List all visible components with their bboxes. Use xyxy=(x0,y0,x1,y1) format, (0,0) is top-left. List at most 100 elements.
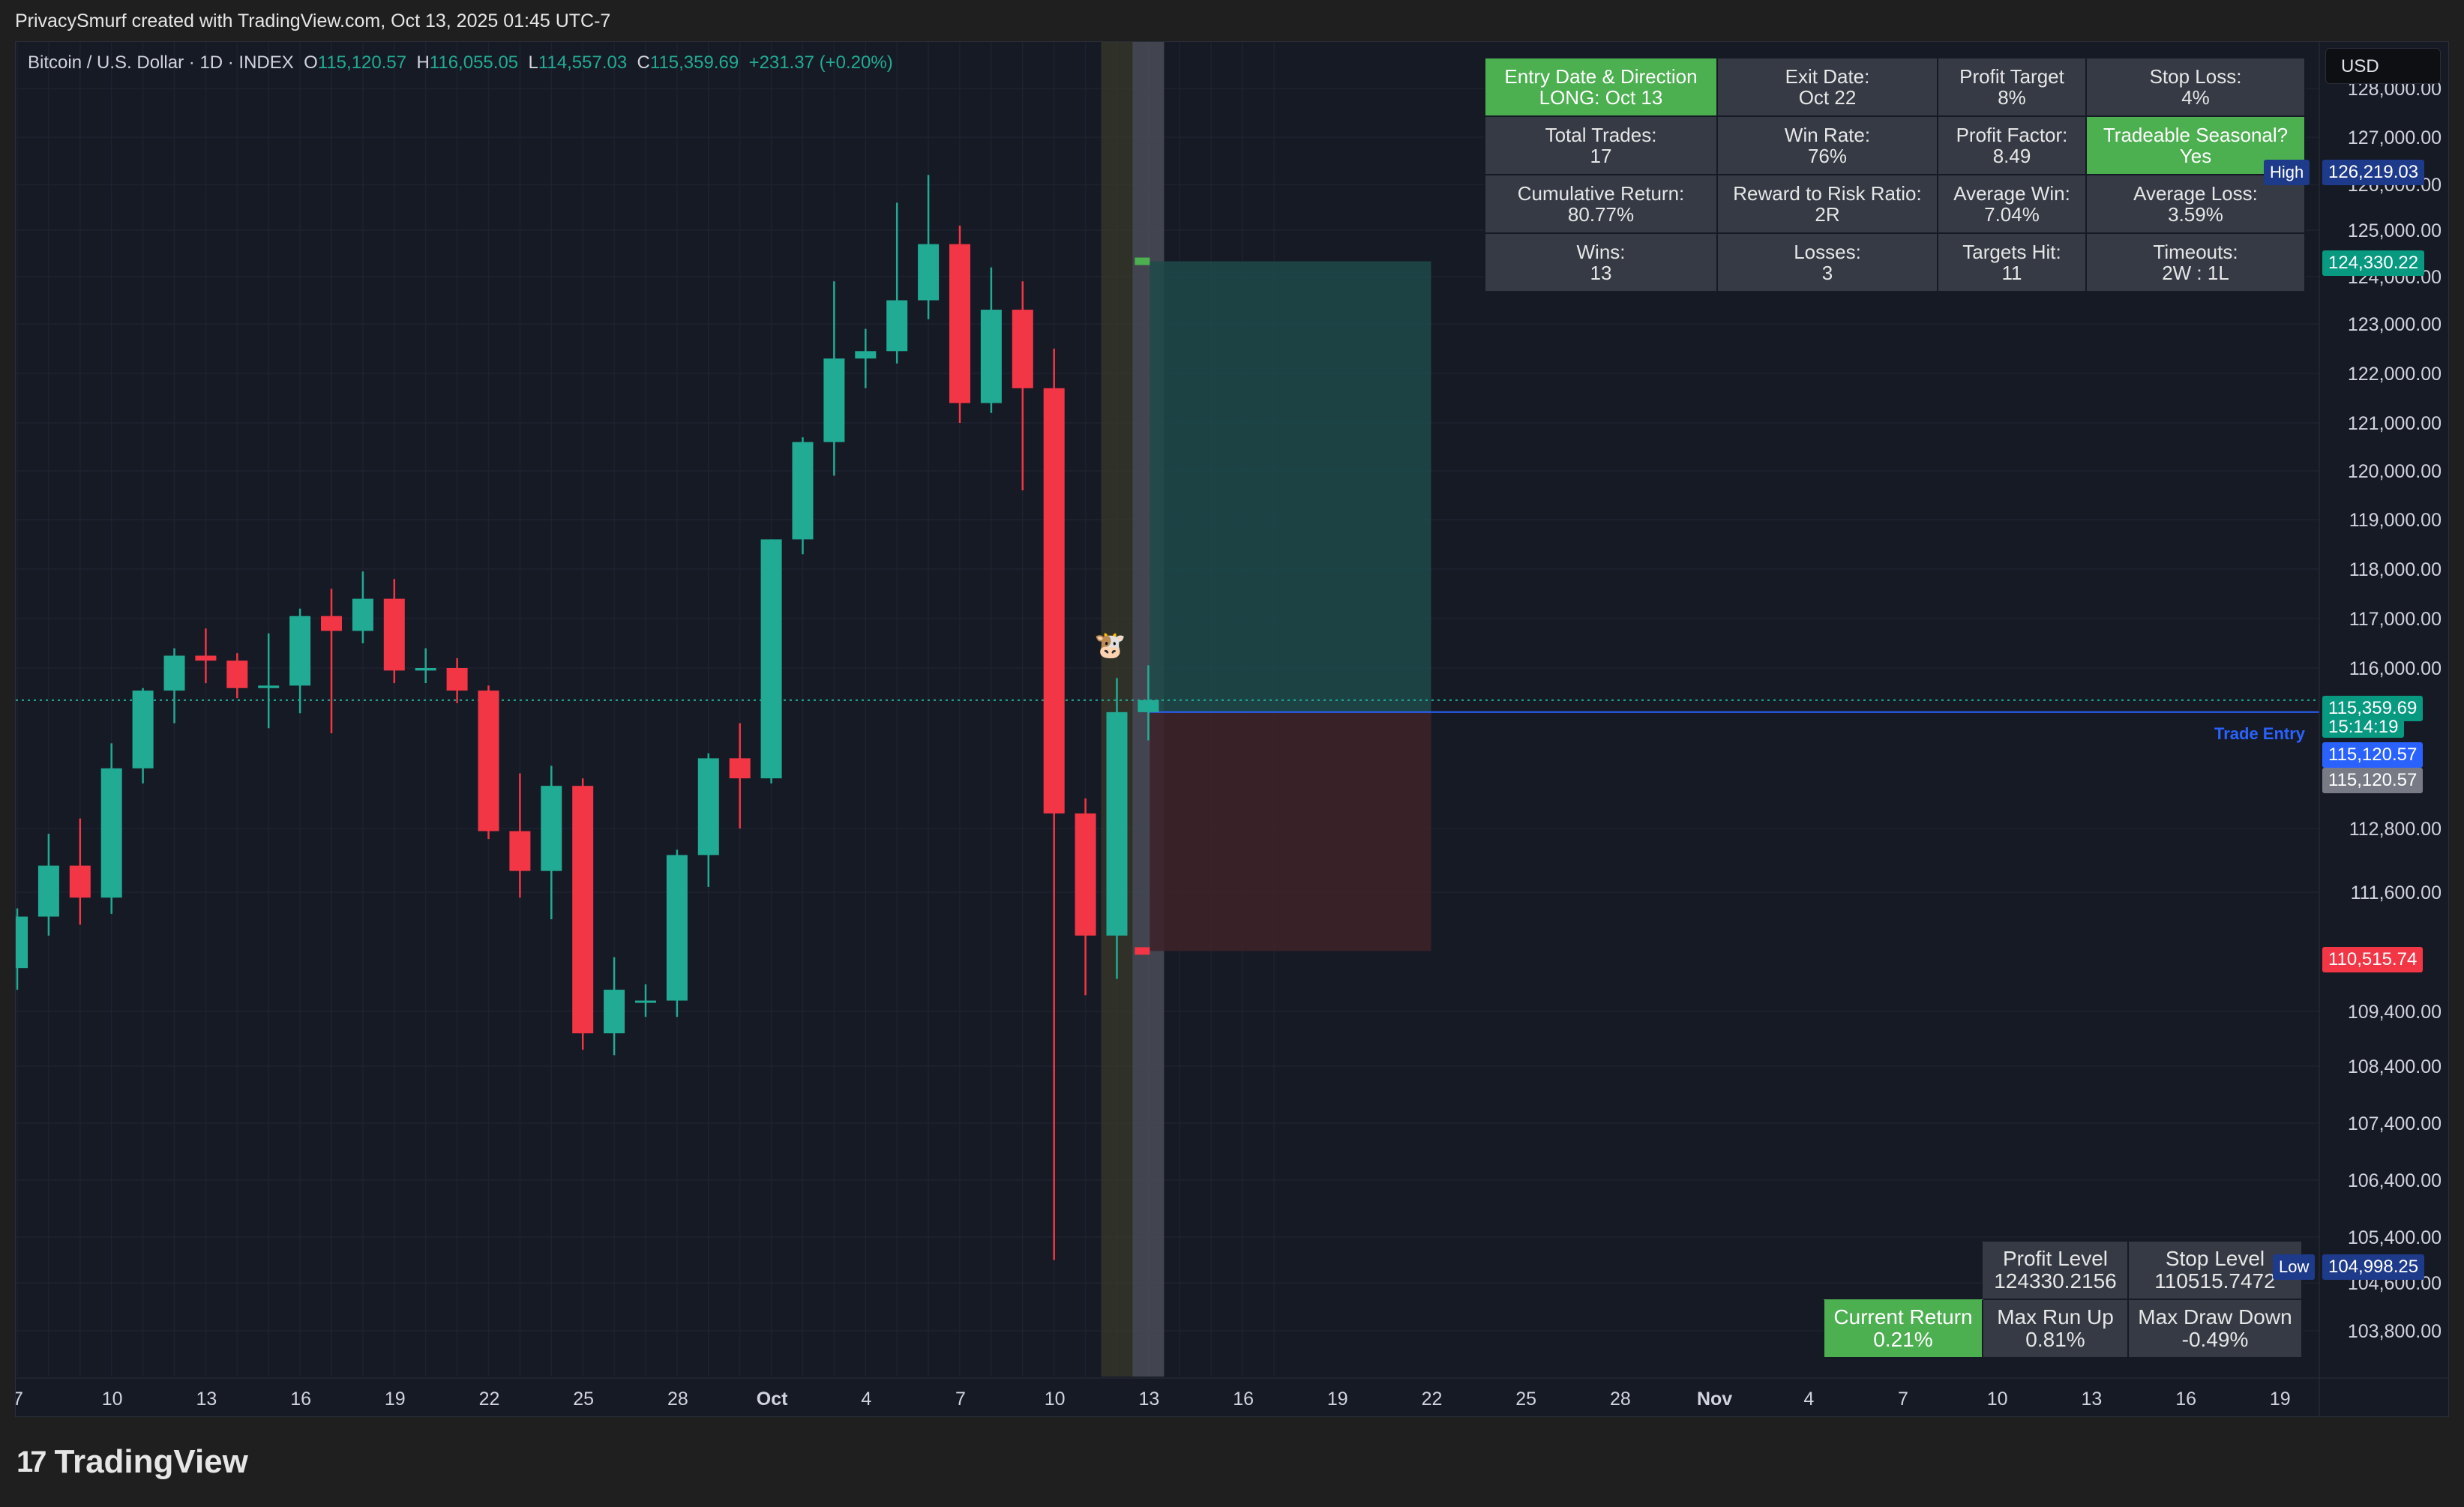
stats-cell: Total Trades: 17 xyxy=(1484,115,1718,175)
symbol-label: Bitcoin / U.S. Dollar · 1D · INDEX xyxy=(28,52,294,73)
cow-icon[interactable]: 🐮 xyxy=(1094,631,1126,660)
high-value: 116,055.05 xyxy=(429,52,519,73)
candle-body xyxy=(604,990,625,1034)
high-price-label: 126,219.03 xyxy=(2322,160,2425,185)
x-tick-label: 4 xyxy=(1803,1389,1814,1410)
stats-cell: Entry Date & Direction LONG: Oct 13 xyxy=(1484,57,1718,117)
candle-body xyxy=(415,668,436,671)
x-tick-label: 10 xyxy=(1045,1389,1066,1410)
candle-body xyxy=(1075,813,1096,936)
candle-body xyxy=(572,786,594,1034)
change-value: +231.37 (+0.20%) xyxy=(748,52,893,73)
y-tick-label: 117,000.00 xyxy=(2349,609,2442,630)
candle-body xyxy=(132,691,154,768)
x-tick-label: 13 xyxy=(1138,1389,1159,1410)
candle-body xyxy=(16,916,28,969)
y-tick-label: 122,000.00 xyxy=(2348,364,2442,385)
entry-price-label-gray: 115,120.57 xyxy=(2322,768,2424,793)
target-price-label: 124,330.22 xyxy=(2322,250,2425,276)
tradingview-logo-icon: 17 xyxy=(16,1445,46,1479)
trade-entry-label: Trade Entry xyxy=(2214,724,2306,743)
x-tick-label: 13 xyxy=(2081,1389,2102,1410)
candle-body xyxy=(666,855,688,1001)
x-tick-label: 25 xyxy=(1515,1389,1536,1410)
loss-zone xyxy=(1150,712,1431,951)
ohlc-legend: Bitcoin / U.S. Dollar · 1D · INDEX O115,… xyxy=(28,52,893,73)
y-tick-label: 108,400.00 xyxy=(2348,1056,2442,1077)
x-tick-label: 22 xyxy=(1422,1389,1443,1410)
empty-cell xyxy=(1824,1241,1983,1299)
x-tick-label: 16 xyxy=(290,1389,311,1410)
seasonal-stats-table: Entry Date & Direction LONG: Oct 13 Exit … xyxy=(1484,57,2306,292)
entry-price-label: 115,120.57 xyxy=(2322,742,2424,768)
y-tick-label: 106,400.00 xyxy=(2348,1170,2442,1191)
y-tick-label: 111,600.00 xyxy=(2351,882,2442,903)
chart-frame[interactable]: 128,000.00 127,000.00 126,000.00 125,000.00… xyxy=(15,41,2449,1417)
stats-cell: Profit Factor: 8.49 xyxy=(1937,115,2087,175)
currency-button[interactable]: USD xyxy=(2325,48,2441,84)
candle-body xyxy=(478,691,499,831)
profit-level-cell: Profit Level 124330.2156 xyxy=(1982,1240,2129,1300)
x-tick-label: 10 xyxy=(102,1389,123,1410)
x-tick-label: 7 xyxy=(1898,1389,1908,1410)
stop-marker xyxy=(1135,947,1150,955)
high-key: H xyxy=(416,52,430,73)
candle-body xyxy=(949,244,970,403)
close-key: C xyxy=(637,52,650,73)
candle-body xyxy=(446,668,468,691)
candle-body xyxy=(163,655,185,691)
stats-cell: Profit Target 8% xyxy=(1937,57,2087,117)
y-tick-label: 120,000.00 xyxy=(2348,461,2442,482)
candle-body xyxy=(792,442,814,540)
chart-title: PrivacySmurf created with TradingView.co… xyxy=(15,10,611,31)
candle-body xyxy=(1012,310,1033,388)
y-tick-label: 112,800.00 xyxy=(2349,819,2442,840)
x-tick-label: 28 xyxy=(1610,1389,1631,1410)
stats-cell: Losses: 3 xyxy=(1716,232,1938,292)
x-tick-label: 19 xyxy=(1327,1389,1348,1410)
candle-body xyxy=(195,655,217,661)
countdown-label: 15:14:19 xyxy=(2322,717,2405,738)
stats-cell: Reward to Risk Ratio: 2R xyxy=(1716,174,1938,234)
candle-body xyxy=(383,598,405,671)
y-tick-label: 107,400.00 xyxy=(2348,1113,2442,1134)
x-tick-label: 13 xyxy=(196,1389,217,1410)
y-tick-label: 123,000.00 xyxy=(2348,314,2442,335)
close-value: 115,359.69 xyxy=(649,52,739,73)
stop-price-label: 110,515.74 xyxy=(2322,947,2424,972)
y-tick-label: 116,000.00 xyxy=(2349,658,2442,679)
x-tick-label: 10 xyxy=(1987,1389,2008,1410)
x-tick-label: 25 xyxy=(573,1389,594,1410)
y-tick-label: 105,400.00 xyxy=(2348,1227,2442,1248)
y-tick-label: 103,800.00 xyxy=(2348,1321,2442,1342)
candle-body xyxy=(980,310,1002,403)
x-tick-label: 28 xyxy=(667,1389,688,1410)
y-tick-label: 109,400.00 xyxy=(2348,1002,2442,1023)
candle-body xyxy=(509,831,531,871)
stats-cell: Cumulative Return: 80.77% xyxy=(1484,174,1718,234)
open-value: 115,120.57 xyxy=(317,52,407,73)
candle-body xyxy=(886,300,908,352)
brand-logo[interactable]: 17 TradingView xyxy=(16,1443,248,1481)
x-tick-label: 22 xyxy=(479,1389,500,1410)
x-tick-label: 16 xyxy=(2175,1389,2196,1410)
candle-body xyxy=(729,758,751,779)
y-tick-label: 127,000.00 xyxy=(2348,127,2442,148)
y-tick-label: 118,000.00 xyxy=(2349,559,2442,580)
price-chart[interactable]: 128,000.00127,000.00126,000.00125,000.00… xyxy=(16,42,2449,1417)
candle-body xyxy=(37,865,59,917)
candle-body xyxy=(1106,712,1128,936)
stats-cell: Stop Loss: 4% xyxy=(2085,57,2306,117)
candle-body xyxy=(258,685,280,688)
low-price-label: 104,998.25 xyxy=(2322,1254,2425,1280)
candle-body xyxy=(69,865,91,898)
stats-cell: Targets Hit: 11 xyxy=(1937,232,2087,292)
high-tag: High xyxy=(2264,160,2310,185)
x-tick-label: Nov xyxy=(1697,1389,1732,1410)
stats-cell: Win Rate: 76% xyxy=(1716,115,1938,175)
candle-body xyxy=(100,768,122,898)
candle-body xyxy=(855,351,877,359)
max-run-up-cell: Max Run Up 0.81% xyxy=(1982,1299,2129,1359)
y-tick-label: 119,000.00 xyxy=(2349,510,2442,531)
x-tick-label: 16 xyxy=(1233,1389,1254,1410)
